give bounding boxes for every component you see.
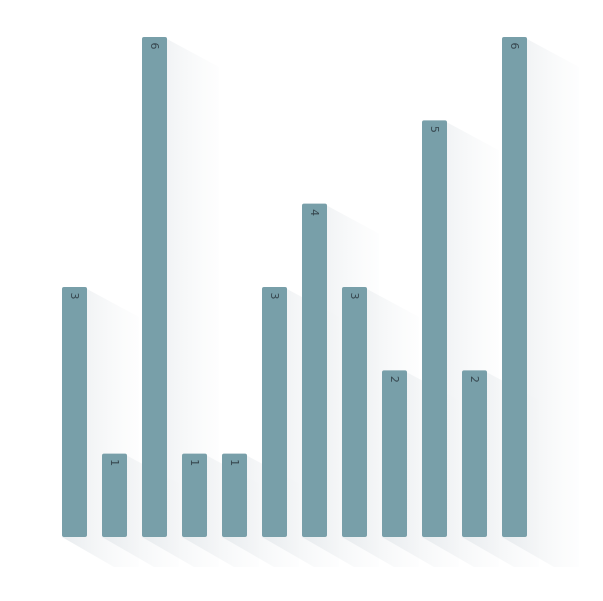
bar-7	[302, 203, 327, 537]
bar-value-label: 6	[148, 43, 161, 50]
bar-6	[262, 287, 287, 537]
bar-2	[102, 453, 127, 537]
bar-series	[62, 37, 527, 537]
bar-9	[382, 370, 407, 537]
bar-5	[222, 453, 247, 537]
bar-10	[422, 120, 447, 537]
bar-4	[182, 453, 207, 537]
bar-value-label: 1	[228, 459, 241, 466]
bar-1	[62, 287, 87, 537]
bar-value-label: 3	[68, 293, 81, 300]
bar-value-label: 2	[468, 376, 481, 383]
bar-12	[502, 37, 527, 537]
bar-value-label: 1	[108, 459, 121, 466]
bar-shadow	[502, 39, 579, 567]
bar-8	[342, 287, 367, 537]
bar-3	[142, 37, 167, 537]
bar-11	[462, 370, 487, 537]
bar-value-label: 3	[348, 293, 361, 300]
bar-value-label: 6	[508, 43, 521, 50]
bar-value-label: 5	[428, 126, 441, 133]
bar-value-label: 2	[388, 376, 401, 383]
bar-value-label: 4	[308, 209, 321, 216]
bar-value-label: 3	[268, 293, 281, 300]
bar-shadow	[142, 39, 219, 567]
bar-value-label: 1	[188, 459, 201, 466]
